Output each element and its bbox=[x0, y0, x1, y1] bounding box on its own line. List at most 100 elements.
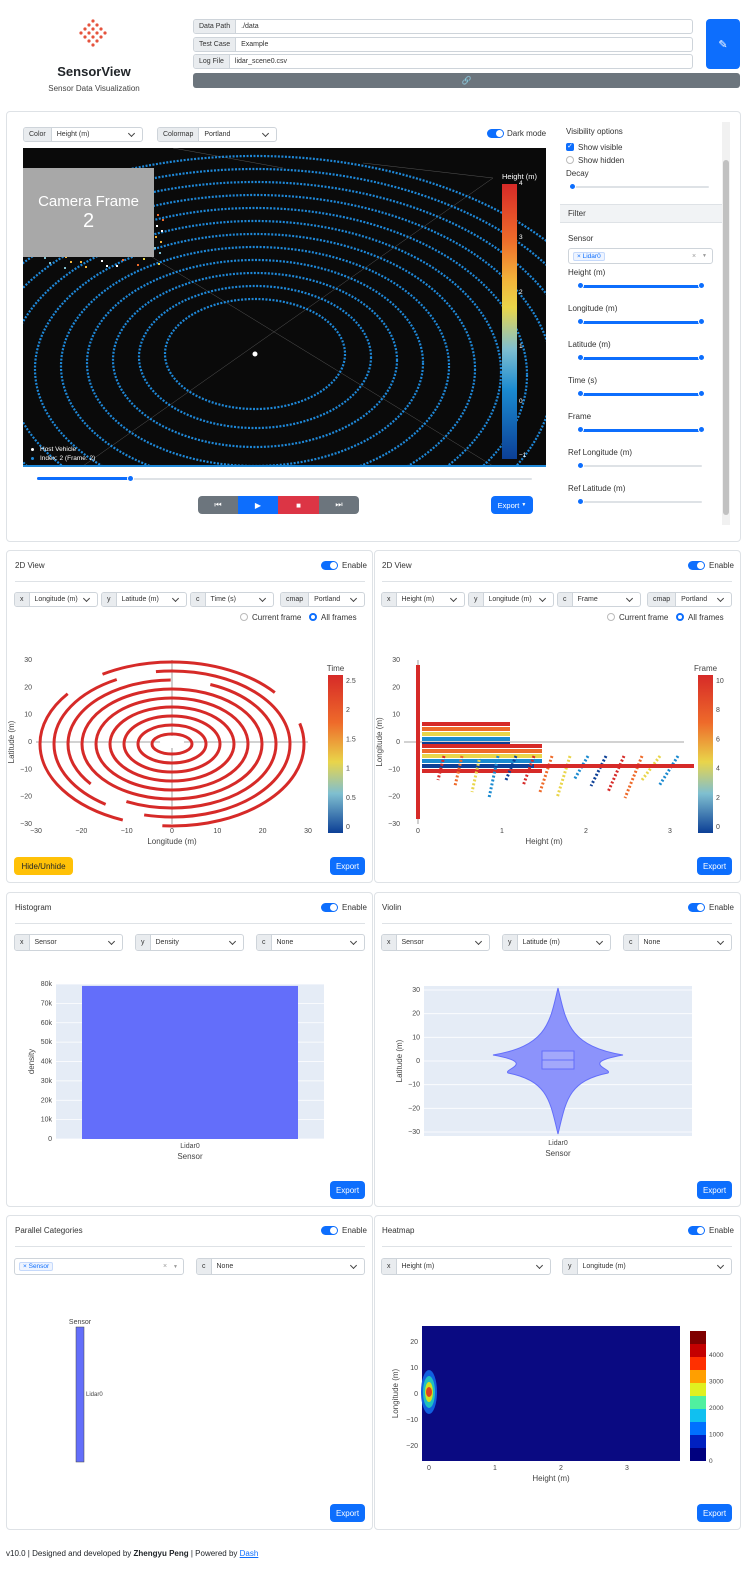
current-frame-radio[interactable] bbox=[607, 613, 615, 621]
decay-slider-handle[interactable] bbox=[569, 183, 576, 190]
footer-dash-link[interactable]: Dash bbox=[239, 1549, 259, 1558]
all-frames-radio[interactable] bbox=[309, 613, 317, 621]
colorbar-segment bbox=[690, 1422, 706, 1435]
current-frame-radio[interactable] bbox=[240, 613, 248, 621]
range-slider-handle[interactable] bbox=[698, 426, 705, 433]
histogram-bar bbox=[82, 985, 298, 1139]
x-select[interactable]: x Longitude (m) bbox=[14, 592, 98, 607]
export-button[interactable]: Export bbox=[697, 857, 732, 875]
heatmap-chart[interactable]: 20 10 0 −10 −20 0 1 2 3 Height (m) Longitude (m) 40… bbox=[382, 1318, 732, 1493]
range-slider-handle[interactable] bbox=[698, 390, 705, 397]
all-frames-radio[interactable] bbox=[676, 613, 684, 621]
c-select[interactable]: c Time (s) bbox=[190, 592, 274, 607]
caret-down-icon[interactable]: ▼ bbox=[702, 253, 707, 259]
play-button[interactable]: ▶ bbox=[238, 496, 278, 514]
export-button[interactable]: Export bbox=[330, 1181, 365, 1199]
range-slider-handle[interactable] bbox=[577, 354, 584, 361]
hide-unhide-button[interactable]: Hide/Unhide bbox=[14, 857, 73, 875]
range-slider-handle[interactable] bbox=[577, 498, 584, 505]
range-slider[interactable] bbox=[581, 393, 702, 396]
cmap-select[interactable]: cmap Portland bbox=[647, 592, 732, 607]
x-select[interactable]: x Sensor bbox=[381, 934, 490, 951]
range-slider-handle[interactable] bbox=[577, 426, 584, 433]
data-path-field[interactable]: Data Path ./data bbox=[193, 19, 693, 34]
scrollbar-thumb[interactable] bbox=[723, 160, 729, 515]
skip-forward-button[interactable]: ⏭ bbox=[319, 496, 359, 514]
histogram-chart[interactable]: 80k 70k 60k 50k 40k 30k 20k 10k 0 Sensor density Li… bbox=[14, 978, 334, 1168]
range-slider[interactable] bbox=[581, 429, 702, 432]
dark-mode-toggle[interactable] bbox=[487, 129, 504, 138]
filter-header[interactable] bbox=[560, 204, 722, 223]
range-slider-handle[interactable] bbox=[698, 354, 705, 361]
y-tick-label: −20 bbox=[388, 794, 400, 801]
y-select[interactable]: y Latitude (m) bbox=[101, 592, 187, 607]
sensor-tag[interactable]: × Lidar0 bbox=[573, 251, 605, 261]
enable-toggle[interactable] bbox=[688, 903, 705, 912]
colorbar-segment bbox=[690, 1435, 706, 1448]
range-slider[interactable] bbox=[581, 357, 702, 360]
frame-slider-handle[interactable] bbox=[127, 475, 135, 482]
enable-toggle[interactable] bbox=[321, 561, 338, 570]
log-file-field[interactable]: Log File lidar_scene0.csv bbox=[193, 54, 693, 69]
clear-icon[interactable]: × bbox=[691, 252, 697, 260]
c-select[interactable]: c None bbox=[623, 934, 732, 951]
c-select-value: None bbox=[216, 1263, 234, 1270]
x-select[interactable]: x Sensor bbox=[14, 934, 123, 951]
dimension-tag[interactable]: × Sensor bbox=[19, 1262, 54, 1271]
c-select[interactable]: c Frame bbox=[557, 592, 641, 607]
x-select[interactable]: x Height (m) bbox=[381, 1258, 551, 1275]
range-slider-handle[interactable] bbox=[698, 318, 705, 325]
test-case-field[interactable]: Test Case Example bbox=[193, 37, 693, 52]
stop-button[interactable]: ■ bbox=[278, 496, 319, 514]
color-select[interactable]: Color Height (m) bbox=[23, 127, 143, 142]
export-button[interactable]: Export bbox=[697, 1504, 732, 1522]
x-tick-label: −30 bbox=[30, 828, 42, 835]
colormap-select[interactable]: Colormap Portland bbox=[157, 127, 277, 142]
sensor-select[interactable]: × Lidar0 × ▼ bbox=[568, 248, 713, 264]
x-tick-label: 2 bbox=[584, 828, 588, 835]
scatter-band bbox=[534, 764, 694, 768]
edit-button[interactable]: ✎ bbox=[706, 19, 740, 69]
side-panel[interactable]: Visibility options ✓ Show visible Show h… bbox=[560, 122, 730, 525]
caret-down-icon[interactable]: ▼ bbox=[173, 1263, 178, 1270]
scene-3d-view[interactable]: Camera Frame 2 Host Vehicle Index: 2 (Fr… bbox=[23, 148, 546, 466]
y-select[interactable]: y Longitude (m) bbox=[468, 592, 554, 607]
range-slider-handle[interactable] bbox=[577, 462, 584, 469]
scatter-plot-left[interactable]: −30 −20 −10 0 10 20 303020100−10−20−30Longitud… bbox=[8, 650, 370, 855]
range-slider-handle[interactable] bbox=[577, 318, 584, 325]
side-panel-scrollbar[interactable] bbox=[722, 122, 730, 525]
range-slider[interactable] bbox=[581, 501, 702, 503]
c-select[interactable]: c None bbox=[196, 1258, 365, 1275]
enable-toggle[interactable] bbox=[321, 903, 338, 912]
skip-back-button[interactable]: ⏮ bbox=[198, 496, 238, 514]
export-button[interactable]: Export bbox=[330, 857, 365, 875]
export-button[interactable]: Export bbox=[330, 1504, 365, 1522]
violin-chart[interactable]: 30 20 10 0 −10 −20 −30 Sensor Latitude (m) Lidar0 bbox=[382, 978, 702, 1168]
frame-slider-track[interactable] bbox=[37, 478, 532, 480]
show-hidden-radio[interactable] bbox=[566, 156, 574, 164]
range-slider-handle[interactable] bbox=[698, 282, 705, 289]
x-select[interactable]: x Height (m) bbox=[381, 592, 465, 607]
scene-export-button[interactable]: Export ▼ bbox=[491, 496, 533, 514]
range-slider[interactable] bbox=[581, 285, 702, 288]
range-slider[interactable] bbox=[581, 465, 702, 467]
enable-toggle[interactable] bbox=[688, 1226, 705, 1235]
link-button[interactable]: 🔗 bbox=[193, 73, 740, 88]
y-select[interactable]: y Density bbox=[135, 934, 244, 951]
range-slider-handle[interactable] bbox=[577, 390, 584, 397]
parallel-categories-chart[interactable]: Sensor Lidar0 bbox=[60, 1312, 180, 1467]
enable-toggle[interactable] bbox=[321, 1226, 338, 1235]
y-select[interactable]: y Longitude (m) bbox=[562, 1258, 732, 1275]
cmap-select[interactable]: cmap Portland bbox=[280, 592, 365, 607]
range-slider-handle[interactable] bbox=[577, 282, 584, 289]
range-slider[interactable] bbox=[581, 321, 702, 324]
export-button[interactable]: Export bbox=[697, 1181, 732, 1199]
y-select[interactable]: y Latitude (m) bbox=[502, 934, 611, 951]
show-visible-checkbox[interactable]: ✓ bbox=[566, 143, 574, 151]
enable-toggle[interactable] bbox=[688, 561, 705, 570]
dimensions-select[interactable]: × Sensor × ▼ bbox=[14, 1258, 184, 1275]
c-select[interactable]: c None bbox=[256, 934, 365, 951]
decay-slider[interactable] bbox=[572, 186, 709, 188]
clear-icon[interactable]: × bbox=[162, 1263, 168, 1270]
